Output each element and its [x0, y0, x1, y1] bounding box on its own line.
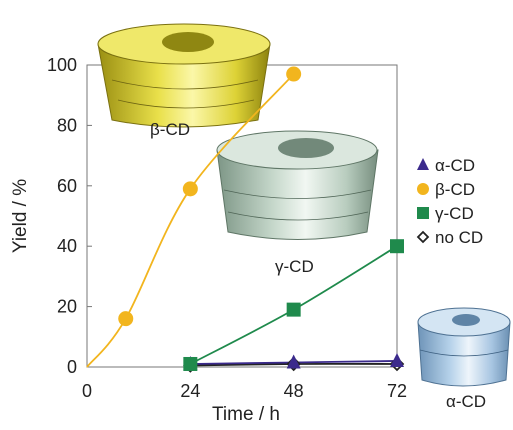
series-line-1 [86, 73, 295, 368]
y-axis-title: Yield / % [10, 179, 31, 253]
y-tick-label: 60 [57, 176, 77, 196]
alpha-cd-label: α-CD [446, 392, 486, 411]
legend: α-CD β-CD γ-CD no CD [416, 156, 483, 247]
x-tick-label: 0 [82, 381, 92, 401]
x-axis-title: Time / h [212, 404, 280, 425]
legend-entry-label: α-CD [435, 156, 475, 175]
data-point [183, 356, 198, 371]
y-tick-label: 40 [57, 236, 77, 256]
x-tick-label: 24 [180, 381, 200, 401]
axis-ticks: 0 24 48 72 0 20 40 60 80 100 [47, 55, 407, 401]
legend-entry-label: γ-CD [435, 204, 474, 223]
y-tick-label: 0 [67, 357, 77, 377]
legend-marker [417, 183, 429, 195]
beta-cd-label: β-CD [150, 120, 190, 139]
x-tick-label: 72 [387, 381, 407, 401]
y-tick-label: 100 [47, 55, 77, 75]
legend-entry-label: no CD [435, 228, 483, 247]
y-tick-label: 80 [57, 115, 77, 135]
legend-marker [417, 158, 429, 170]
x-tick-label: 48 [284, 381, 304, 401]
y-tick-label: 20 [57, 297, 77, 317]
legend-entry-label: β-CD [435, 180, 475, 199]
data-point [286, 302, 301, 317]
alpha-cd-torus-icon [417, 307, 511, 387]
data-point [118, 311, 134, 327]
data-point [390, 352, 404, 367]
data-point [286, 354, 301, 369]
series-markers [118, 66, 405, 373]
legend-marker [416, 230, 430, 244]
data-point [286, 66, 302, 82]
data-point [390, 239, 404, 254]
data-point [182, 181, 198, 197]
legend-marker [417, 207, 429, 219]
gamma-cd-torus-icon [216, 130, 379, 240]
beta-cd-torus-icon [97, 23, 271, 128]
gamma-cd-label: γ-CD [275, 257, 314, 276]
